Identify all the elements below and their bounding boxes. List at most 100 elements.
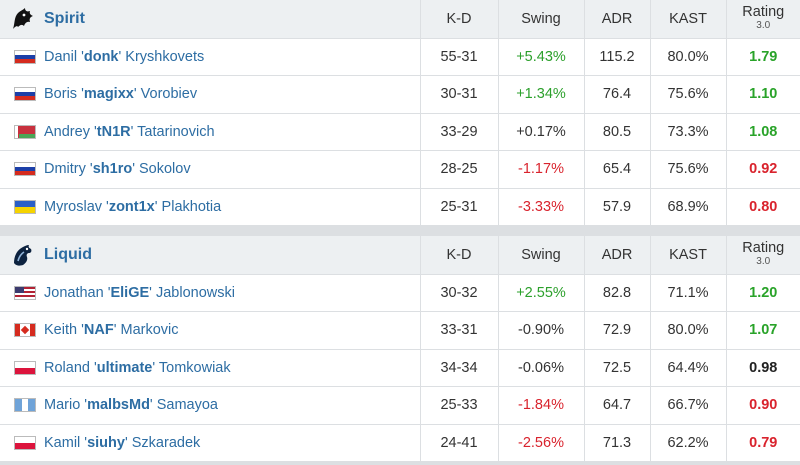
stat-adr: 80.5 [584, 113, 651, 151]
stat-kd: 25-33 [420, 386, 499, 425]
flag-gt-icon [14, 398, 36, 413]
player-last-name: Szkaradek [131, 434, 201, 451]
player-row: Roland 'ultimate' Tomkowiak 34-34 -0.06%… [0, 349, 800, 387]
rating-version: 3.0 [756, 255, 771, 267]
stat-kast: 80.0% [650, 38, 727, 76]
player-nickname: donk [83, 48, 119, 65]
col-rating[interactable]: Rating 3.0 [726, 0, 800, 39]
stat-swing: +5.43% [498, 38, 585, 76]
col-rating[interactable]: Rating 3.0 [726, 236, 800, 275]
flag-pl-icon [14, 360, 36, 375]
col-adr[interactable]: ADR [584, 236, 651, 275]
stat-rating: 0.92 [726, 150, 800, 189]
stat-rating: 1.79 [726, 38, 800, 76]
stat-kd: 55-31 [420, 38, 499, 76]
player-cell: Andrey 'tN1R' Tatarinovich [0, 113, 421, 151]
stat-adr: 115.2 [584, 38, 651, 76]
player-cell: Danil 'donk' Kryshkovets [0, 38, 421, 76]
stat-kast: 71.1% [650, 274, 727, 312]
player-cell: Myroslav 'zont1x' Plakhotia [0, 188, 421, 226]
player-last-name: Plakhotia [161, 198, 222, 215]
liquid-horse-icon [8, 240, 38, 270]
player-row: Mario 'malbsMd' Samayoa 25-33 -1.84% 64.… [0, 386, 800, 425]
player-first-name: Keith [44, 322, 78, 339]
flag-ca-icon [14, 323, 36, 338]
player-cell: Mario 'malbsMd' Samayoa [0, 386, 421, 425]
stat-adr: 57.9 [584, 188, 651, 226]
rating-version: 3.0 [756, 19, 771, 31]
player-row: Andrey 'tN1R' Tatarinovich 33-29 +0.17% … [0, 113, 800, 151]
player-row: Jonathan 'EliGE' Jablonowski 30-32 +2.55… [0, 274, 800, 312]
player-nickname: malbsMd [87, 397, 150, 414]
stat-rating: 1.07 [726, 311, 800, 350]
col-kd[interactable]: K-D [420, 0, 499, 39]
player-row: Kamil 'siuhy' Szkaradek 24-41 -2.56% 71.… [0, 424, 800, 462]
player-row: Dmitry 'sh1ro' Sokolov 28-25 -1.17% 65.4… [0, 150, 800, 189]
player-last-name: Vorobiev [140, 86, 198, 103]
stat-swing: -1.17% [498, 150, 585, 189]
stat-kast: 75.6% [650, 150, 727, 189]
stat-swing: +2.55% [498, 274, 585, 312]
player-link[interactable]: Dmitry 'sh1ro' Sokolov [44, 161, 191, 178]
col-kast[interactable]: KAST [650, 236, 727, 275]
player-nickname: magixx [83, 86, 134, 103]
stat-rating: 1.20 [726, 274, 800, 312]
player-link[interactable]: Kamil 'siuhy' Szkaradek [44, 434, 201, 451]
stat-adr: 64.7 [584, 386, 651, 425]
stat-kd: 33-31 [420, 311, 499, 350]
player-link[interactable]: Keith 'NAF' Markovic [44, 322, 179, 339]
player-nickname: siuhy [87, 434, 125, 451]
stat-swing: -0.06% [498, 349, 585, 387]
team-name-link[interactable]: Spirit [44, 9, 85, 27]
player-link[interactable]: Danil 'donk' Kryshkovets [44, 48, 205, 65]
player-first-name: Myroslav [44, 198, 103, 215]
stat-kast: 68.9% [650, 188, 727, 226]
stat-rating: 0.98 [726, 349, 800, 387]
player-first-name: Dmitry [44, 161, 86, 178]
stat-adr: 72.5 [584, 349, 651, 387]
stat-adr: 82.8 [584, 274, 651, 312]
col-adr[interactable]: ADR [584, 0, 651, 39]
stat-kd: 30-32 [420, 274, 499, 312]
player-first-name: Roland [44, 359, 90, 376]
col-swing[interactable]: Swing [498, 0, 585, 39]
stat-kd: 33-29 [420, 113, 499, 151]
stat-kd: 28-25 [420, 150, 499, 189]
flag-ru-icon [14, 162, 36, 177]
stat-swing: -2.56% [498, 424, 585, 462]
player-cell: Roland 'ultimate' Tomkowiak [0, 349, 421, 387]
flag-us-icon [14, 285, 36, 300]
player-last-name: Jablonowski [155, 284, 235, 301]
col-kast[interactable]: KAST [650, 0, 727, 39]
player-link[interactable]: Boris 'magixx' Vorobiev [44, 86, 198, 103]
team-table: Liquid K-D Swing ADR KAST Rating 3.0 Jon… [0, 236, 800, 462]
stat-rating: 0.79 [726, 424, 800, 462]
player-link[interactable]: Myroslav 'zont1x' Plakhotia [44, 198, 222, 215]
player-cell: Boris 'magixx' Vorobiev [0, 75, 421, 114]
player-cell: Jonathan 'EliGE' Jablonowski [0, 274, 421, 312]
player-last-name: Tatarinovich [137, 123, 215, 140]
player-link[interactable]: Mario 'malbsMd' Samayoa [44, 397, 218, 414]
rating-label: Rating [742, 3, 785, 20]
flag-by-icon [14, 124, 36, 139]
team-name-link[interactable]: Liquid [44, 245, 92, 263]
player-link[interactable]: Jonathan 'EliGE' Jablonowski [44, 284, 235, 301]
col-kd[interactable]: K-D [420, 236, 499, 275]
stat-adr: 76.4 [584, 75, 651, 114]
player-nickname: sh1ro [92, 161, 133, 178]
flag-ru-icon [14, 49, 36, 64]
stat-rating: 1.08 [726, 113, 800, 151]
player-first-name: Danil [44, 48, 78, 65]
flag-ru-icon [14, 87, 36, 102]
player-link[interactable]: Roland 'ultimate' Tomkowiak [44, 359, 231, 376]
stat-swing: -0.90% [498, 311, 585, 350]
stat-kd: 24-41 [420, 424, 499, 462]
player-last-name: Samayoa [156, 397, 218, 414]
col-swing[interactable]: Swing [498, 236, 585, 275]
player-nickname: zont1x [108, 198, 155, 215]
player-last-name: Kryshkovets [125, 48, 205, 65]
player-link[interactable]: Andrey 'tN1R' Tatarinovich [44, 123, 215, 140]
player-cell: Dmitry 'sh1ro' Sokolov [0, 150, 421, 189]
stat-rating: 0.80 [726, 188, 800, 226]
team-separator [0, 226, 800, 236]
